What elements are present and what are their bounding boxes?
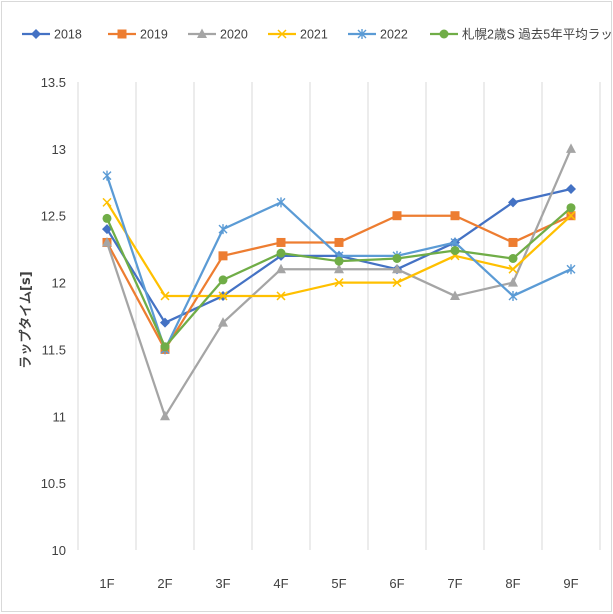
data-point: [334, 278, 344, 288]
legend-item: 2020: [188, 28, 248, 42]
data-point: [218, 291, 228, 301]
data-point: [218, 251, 228, 261]
legend-label: 2019: [140, 28, 168, 42]
x-tick-label: 2F: [157, 576, 172, 591]
data-point: [160, 291, 170, 301]
data-point: [566, 203, 576, 213]
legend-swatch-marker: [197, 28, 207, 38]
series-layer: [102, 143, 576, 421]
data-point: [392, 278, 402, 288]
x-tick-label: 4F: [273, 576, 288, 591]
legend-item: 2021: [268, 28, 328, 42]
series-6: [102, 203, 576, 352]
y-axis-title: ラップタイム[s]: [19, 271, 34, 368]
data-point: [276, 291, 286, 301]
axis-ticks: 10 10.5 11 11.5 12 12.5 13 13.5 1F 2F 3F 4F 5F 6F 7F 8F…: [41, 75, 579, 591]
legend-label: 2020: [220, 28, 248, 42]
series-4: [102, 197, 576, 301]
legend-label: 札幌2歳S 過去5年平均ラップ: [462, 27, 611, 42]
legend-item: 2022: [348, 28, 408, 42]
y-tick-label: 10.5: [41, 476, 66, 491]
y-tick-label: 11: [53, 409, 67, 424]
data-point: [102, 213, 112, 223]
data-point: [392, 254, 402, 264]
data-point: [508, 237, 518, 247]
legend: 2018 2019 2020 2021 2022 札幌2歳S 過去5年平均ラップ: [22, 27, 611, 42]
legend-label: 2018: [54, 28, 82, 42]
data-point: [508, 197, 518, 208]
data-point: [334, 256, 344, 266]
data-point: [160, 410, 170, 421]
data-point: [566, 264, 576, 275]
data-point: [392, 211, 402, 221]
data-point: [450, 290, 460, 300]
legend-swatch-marker: [117, 29, 127, 39]
x-tick-label: 7F: [447, 576, 462, 591]
data-point: [160, 317, 170, 328]
data-point: [276, 237, 286, 247]
legend-item: 札幌2歳S 過去5年平均ラップ: [430, 27, 611, 42]
data-point: [102, 170, 112, 181]
data-point: [566, 143, 576, 153]
data-point: [334, 263, 344, 274]
data-point: [160, 342, 170, 352]
data-point: [508, 290, 518, 301]
x-tick-label: 9F: [563, 576, 578, 591]
data-point: [450, 237, 460, 248]
x-tick-label: 5F: [331, 576, 346, 591]
legend-item: 2019: [108, 28, 168, 42]
legend-item: 2018: [22, 28, 82, 42]
data-point: [392, 263, 402, 274]
data-point: [276, 197, 286, 208]
x-tick-label: 6F: [389, 576, 404, 591]
data-point: [218, 317, 228, 327]
data-point: [508, 254, 518, 264]
data-point: [218, 275, 228, 285]
data-point: [508, 277, 518, 287]
data-point: [276, 248, 286, 258]
legend-swatch-marker: [277, 29, 287, 39]
y-tick-label: 13: [52, 142, 66, 157]
data-point: [102, 197, 112, 207]
legend-label: 2022: [380, 28, 408, 42]
data-point: [276, 263, 286, 274]
legend-swatch-marker: [357, 29, 367, 39]
data-point: [566, 211, 576, 221]
data-point: [102, 236, 112, 247]
legend-swatch-marker: [31, 29, 41, 39]
data-point: [450, 211, 460, 221]
x-tick-label: 1F: [99, 576, 114, 591]
y-tick-label: 10: [52, 543, 66, 558]
x-tick-label: 3F: [215, 576, 230, 591]
gridlines: [77, 82, 601, 550]
data-point: [450, 245, 460, 255]
y-tick-label: 12.5: [41, 209, 66, 224]
legend-swatch-marker: [439, 29, 449, 39]
data-point: [508, 264, 518, 274]
legend-label: 2021: [300, 28, 328, 42]
series-3: [102, 143, 576, 421]
y-tick-label: 12: [52, 276, 66, 291]
data-point: [218, 224, 228, 235]
x-tick-label: 8F: [505, 576, 520, 591]
data-point: [566, 183, 576, 194]
y-tick-label: 11.5: [42, 342, 66, 357]
data-point: [334, 237, 344, 247]
y-tick-label: 13.5: [41, 75, 66, 90]
